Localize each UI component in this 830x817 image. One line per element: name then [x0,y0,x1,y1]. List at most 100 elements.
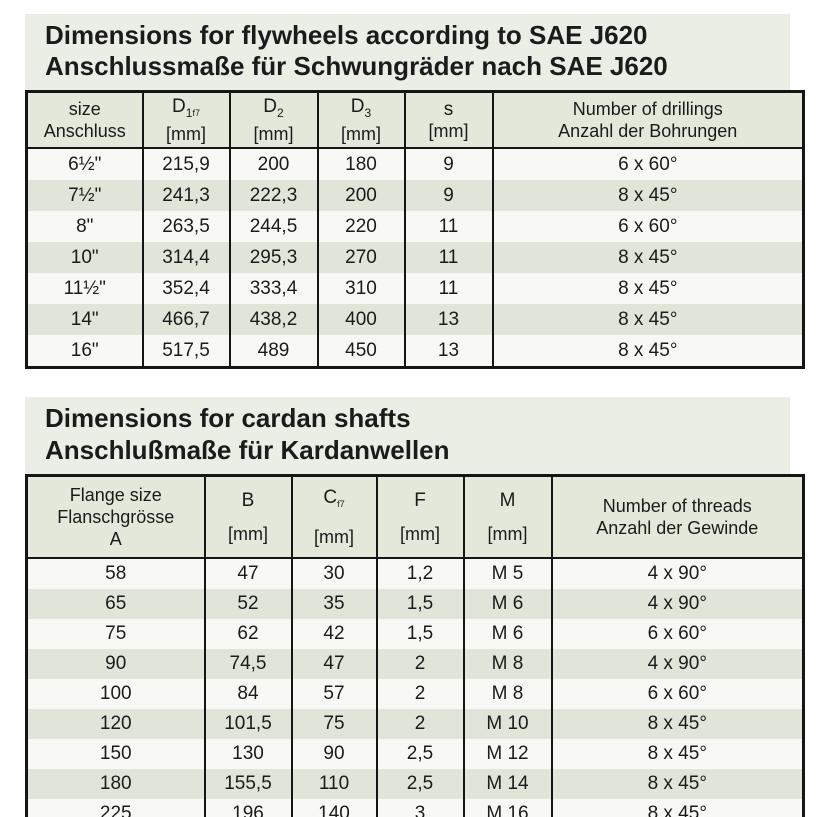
cardan-data-cell: 2 [375,708,465,739]
cardan-data-cell: M 6 [462,588,553,619]
cardan-data-cell: 47 [290,648,378,679]
cardan-title-german: Anschlußmaße für Kardanwellen [45,434,450,465]
cardan-data-cell: 101,5 [203,708,293,739]
flywheel-data-cell: 244,5 [228,211,319,243]
flywheel-data-row: 11½" 352,4 333,4 310 11 8 x 45° [25,273,805,305]
cardan-data-cell: 4 x 90° [550,648,805,679]
cardan-header-row: Flange size Flanschgrösse A B [mm] Cf7 [mm] F [m… [25,475,805,559]
cardan-data-cell: 90 [25,648,206,679]
cardan-data-cell: M 8 [462,678,553,709]
cardan-data-row: 150 130 90 2,5 M 12 8 x 45° [25,738,805,769]
cardan-data-cell: 1,5 [375,588,465,619]
flywheel-data-cell: 180 [316,148,406,181]
flywheel-data-row: 10" 314,4 295,3 270 11 8 x 45° [25,242,805,274]
flywheel-data-cell: 222,3 [228,180,319,212]
cardan-data-cell: 1,2 [375,557,465,589]
cardan-column-header-2: Cf7 [mm] [290,475,378,559]
document-content: Dimensions for flywheels according to SA… [25,14,805,817]
cardan-data-cell: 196 [203,798,293,817]
cardan-data-cell: 8 x 45° [550,708,805,739]
cardan-data-cell: 8 x 45° [550,768,805,799]
flywheel-title-bar: Dimensions for flywheels according to SA… [25,14,790,91]
flywheel-data-row: 8" 263,5 244,5 220 11 6 x 60° [25,211,805,243]
flywheel-data-cell: 9 [403,148,494,181]
flywheel-title-german: Anschlussmaße für Schwungräder nach SAE … [45,51,668,82]
cardan-data-cell: M 16 [462,798,553,817]
cardan-data-cell: 30 [290,557,378,589]
flywheel-data-cell: 220 [316,211,406,243]
cardan-data-cell: 57 [290,678,378,709]
flywheel-title-english: Dimensions for flywheels according to SA… [45,20,648,50]
cardan-data-cell: 52 [203,588,293,619]
flywheel-data-cell: 450 [316,335,406,368]
flywheel-data-cell: 489 [228,335,319,368]
cardan-data-cell: 110 [290,768,378,799]
cardan-data-row: 180 155,5 110 2,5 M 14 8 x 45° [25,768,805,799]
cardan-data-cell: 140 [290,798,378,817]
cardan-dimensions-table: Flange size Flanschgrösse A B [mm] Cf7 [mm] F [m… [25,473,805,817]
flywheel-data-cell: 8 x 45° [491,304,805,336]
cardan-title-bar: Dimensions for cardan shafts Anschlußmaß… [25,397,790,474]
flywheel-data-cell: 466,7 [141,304,231,336]
cardan-data-cell: 2,5 [375,768,465,799]
cardan-data-cell: M 5 [462,557,553,589]
cardan-data-cell: M 12 [462,738,553,769]
cardan-data-cell: 75 [25,618,206,649]
cardan-data-cell: 58 [25,557,206,589]
cardan-data-cell: 2,5 [375,738,465,769]
flywheel-data-cell: 7½" [25,180,144,212]
cardan-title-english: Dimensions for cardan shafts [45,403,411,434]
flywheel-data-cell: 9 [403,180,494,212]
flywheel-data-row: 7½" 241,3 222,3 200 9 8 x 45° [25,180,805,212]
flywheel-data-cell: 16" [25,335,144,368]
cardan-data-cell: 150 [25,738,206,769]
flywheel-column-header-3: D3 [mm] [316,91,406,150]
cardan-data-row: 120 101,5 75 2 M 10 8 x 45° [25,708,805,739]
flywheel-data-cell: 310 [316,273,406,305]
cardan-data-cell: 1,5 [375,618,465,649]
cardan-data-cell: 42 [290,618,378,649]
flywheel-header-row: size Anschluss D1f7 [mm] D2 [mm] D3 [mm] s [mm] Nu… [25,91,805,150]
flywheel-section: Dimensions for flywheels according to SA… [25,14,805,370]
cardan-column-header-3: F [mm] [375,475,465,559]
cardan-column-header-4: M [mm] [462,475,553,559]
cardan-data-cell: M 10 [462,708,553,739]
cardan-data-cell: 8 x 45° [550,798,805,817]
cardan-data-row: 225 196 140 3 M 16 8 x 45° [25,798,805,817]
flywheel-column-header-0: size Anschluss [25,91,144,150]
flywheel-data-cell: 11 [403,273,494,305]
cardan-data-cell: 155,5 [203,768,293,799]
cardan-data-cell: 8 x 45° [550,738,805,769]
flywheel-data-cell: 10" [25,242,144,274]
flywheel-data-row: 14" 466,7 438,2 400 13 8 x 45° [25,304,805,336]
cardan-column-header-0: Flange size Flanschgrösse A [25,475,206,559]
flywheel-data-cell: 295,3 [228,242,319,274]
flywheel-data-cell: 11 [403,211,494,243]
cardan-data-cell: 47 [203,557,293,589]
flywheel-data-cell: 333,4 [228,273,319,305]
cardan-column-header-5: Number of threads Anzahl der Gewinde [550,475,805,559]
cardan-data-cell: 75 [290,708,378,739]
flywheel-data-cell: 6 x 60° [491,211,805,243]
flywheel-data-cell: 200 [316,180,406,212]
cardan-column-header-1: B [mm] [203,475,293,559]
flywheel-data-cell: 6½" [25,148,144,181]
flywheel-data-cell: 352,4 [141,273,231,305]
flywheel-data-cell: 8" [25,211,144,243]
flywheel-data-cell: 6 x 60° [491,148,805,181]
cardan-data-cell: 100 [25,678,206,709]
flywheel-data-row: 16" 517,5 489 450 13 8 x 45° [25,335,805,368]
flywheel-data-cell: 215,9 [141,148,231,181]
cardan-data-cell: 62 [203,618,293,649]
cardan-data-cell: 120 [25,708,206,739]
cardan-data-cell: M 14 [462,768,553,799]
flywheel-dimensions-table: size Anschluss D1f7 [mm] D2 [mm] D3 [mm] s [mm] Nu… [25,90,805,370]
cardan-data-cell: 2 [375,648,465,679]
cardan-data-cell: 6 x 60° [550,678,805,709]
